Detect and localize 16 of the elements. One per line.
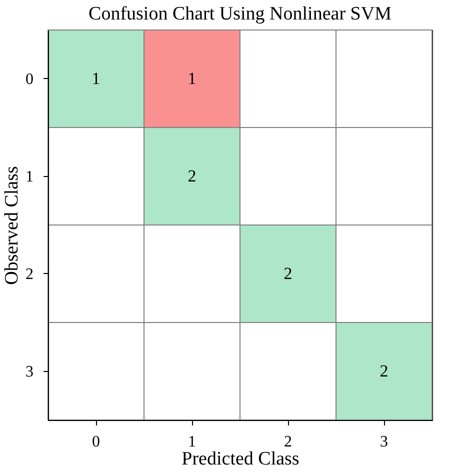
x-tick-label: 1 [188, 434, 196, 450]
y-tick-label: 0 [26, 70, 34, 88]
data-label: 1 [188, 68, 196, 88]
x-tick-label: 0 [92, 434, 100, 450]
data-label: 2 [284, 264, 292, 283]
y-tick-label: 1 [26, 168, 34, 186]
y-axis-title: Observed Class [2, 166, 22, 285]
x-tick-label: 3 [380, 434, 388, 450]
chart-title: Confusion Chart Using Nonlinear SVM [88, 4, 392, 24]
data-label: 2 [188, 166, 196, 186]
x-tick-label: 2 [284, 434, 292, 450]
data-label: 2 [380, 361, 388, 380]
y-tick-label: 2 [26, 266, 34, 283]
x-axis-title: Predicted Class [182, 448, 300, 470]
y-tick-label: 3 [26, 363, 34, 380]
data-label: 1 [92, 68, 100, 88]
